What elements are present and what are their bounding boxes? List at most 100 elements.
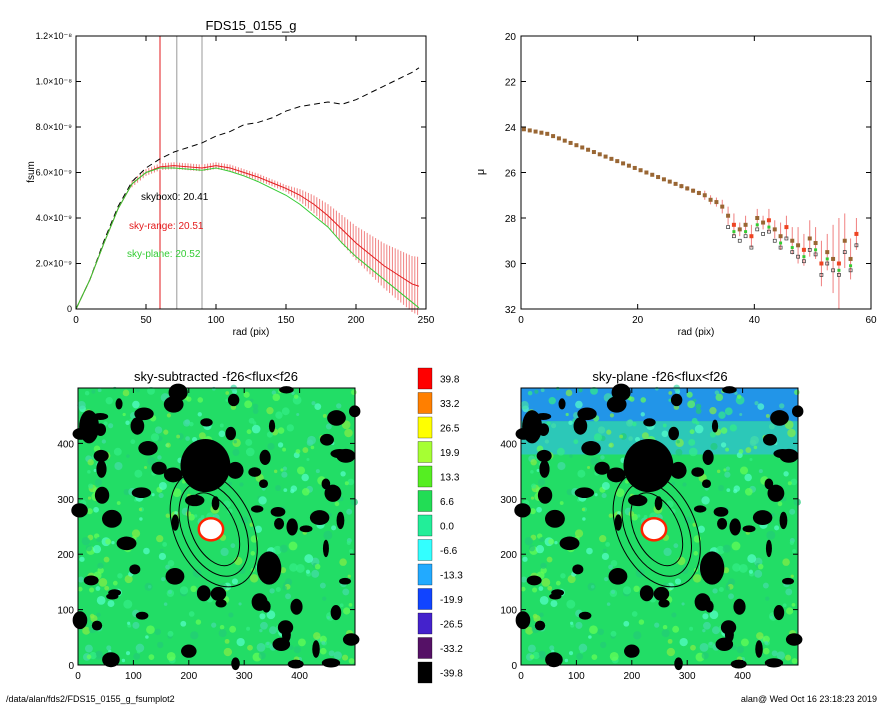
noise-mottle bbox=[615, 488, 625, 498]
noise-mottle bbox=[230, 543, 236, 549]
colorbar-label: -13.3 bbox=[440, 571, 463, 582]
mu-point-plane bbox=[802, 255, 806, 259]
noise-mottle bbox=[238, 602, 242, 606]
noise-mottle bbox=[351, 389, 357, 396]
noise-mottle bbox=[288, 645, 294, 650]
source-mask bbox=[290, 598, 303, 615]
y-tick-label: 28 bbox=[505, 214, 517, 225]
noise-mottle bbox=[295, 563, 305, 573]
mu-point-plane bbox=[744, 230, 748, 234]
noise-mottle bbox=[684, 516, 692, 524]
x-tick-label: 400 bbox=[291, 671, 308, 682]
source-mask bbox=[779, 448, 799, 463]
noise-mottle bbox=[168, 589, 173, 595]
noise-mottle bbox=[714, 390, 720, 395]
noise-mottle bbox=[573, 439, 579, 445]
mu-point-plane bbox=[790, 246, 794, 250]
noise-mottle bbox=[322, 413, 327, 418]
mu-point-alt bbox=[825, 261, 830, 266]
noise-mottle bbox=[575, 400, 583, 409]
noise-mottle bbox=[260, 621, 268, 630]
noise-mottle bbox=[695, 421, 700, 425]
noise-mottle bbox=[529, 654, 535, 660]
noise-mottle bbox=[344, 428, 353, 438]
noise-mottle bbox=[125, 651, 131, 656]
noise-mottle bbox=[224, 638, 230, 644]
noise-mottle bbox=[306, 457, 310, 462]
noise-mottle bbox=[550, 600, 558, 608]
source-mask bbox=[705, 600, 714, 613]
noise-mottle bbox=[610, 560, 618, 567]
sky-plane-frame bbox=[520, 387, 799, 666]
y-tick-label: 4.0×10⁻⁹ bbox=[36, 213, 73, 223]
noise-mottle bbox=[600, 455, 605, 460]
noise-mottle bbox=[111, 540, 115, 545]
source-mask bbox=[299, 525, 313, 533]
noise-mottle bbox=[105, 538, 112, 545]
noise-mottle bbox=[87, 483, 94, 489]
colorbar-label: 33.2 bbox=[440, 399, 460, 410]
source-mask bbox=[274, 517, 285, 530]
noise-mottle bbox=[249, 522, 254, 527]
y-tick-label: 1.0×10⁻⁸ bbox=[36, 77, 73, 87]
noise-mottle bbox=[321, 640, 326, 645]
mu-point-alt bbox=[778, 245, 783, 250]
mu-point bbox=[831, 256, 836, 261]
skybox-annotation: skybox0: 20.41 bbox=[141, 192, 209, 203]
noise-mottle bbox=[282, 466, 288, 471]
mu-point-alt bbox=[837, 273, 841, 277]
noise-mottle bbox=[326, 616, 330, 620]
noise-mottle bbox=[349, 549, 354, 554]
source-mask bbox=[643, 418, 656, 427]
source-mask bbox=[210, 586, 227, 601]
x-tick-label: 0 bbox=[518, 315, 524, 326]
source-mask bbox=[729, 518, 741, 536]
source-mask bbox=[515, 611, 531, 630]
noise-mottle bbox=[617, 511, 621, 515]
noise-mottle bbox=[568, 651, 574, 656]
noise-mottle bbox=[96, 612, 101, 617]
noise-mottle bbox=[252, 421, 257, 425]
noise-mottle bbox=[633, 585, 640, 593]
total-series-line bbox=[75, 67, 420, 310]
noise-mottle bbox=[539, 537, 545, 543]
source-mask bbox=[262, 600, 271, 613]
noise-mottle bbox=[551, 649, 555, 654]
noise-mottle bbox=[589, 625, 598, 635]
colorbar-label: 0.0 bbox=[440, 522, 454, 533]
noise-mottle bbox=[166, 413, 172, 418]
noise-mottle bbox=[673, 543, 679, 549]
noise-mottle bbox=[720, 442, 727, 448]
noise-mottle bbox=[156, 534, 164, 543]
noise-mottle bbox=[244, 400, 253, 409]
noise-mottle bbox=[790, 478, 798, 486]
noise-mottle bbox=[77, 576, 84, 583]
noise-mottle bbox=[84, 644, 93, 653]
mu-point bbox=[772, 227, 777, 232]
noise-mottle bbox=[283, 488, 288, 493]
noise-mottle bbox=[346, 540, 352, 545]
noise-mottle bbox=[632, 421, 637, 427]
y-tick-label: 22 bbox=[505, 78, 517, 89]
noise-mottle bbox=[695, 408, 702, 415]
noise-mottle bbox=[631, 611, 638, 617]
noise-mottle bbox=[663, 547, 672, 557]
noise-mottle bbox=[319, 582, 326, 589]
noise-mottle bbox=[724, 407, 733, 416]
noise-mottle bbox=[692, 522, 697, 527]
mu-point bbox=[586, 147, 591, 152]
x-tick-label: 20 bbox=[632, 315, 644, 326]
source-mask bbox=[573, 417, 588, 435]
noise-mottle bbox=[738, 563, 748, 573]
noise-mottle bbox=[333, 651, 342, 660]
noise-mottle bbox=[241, 516, 249, 524]
noise-mottle bbox=[347, 478, 355, 486]
source-mask bbox=[514, 503, 531, 518]
mu-point bbox=[708, 197, 713, 202]
noise-mottle bbox=[211, 622, 217, 628]
fsum-profile-plot: FDS15_0155_g 0 50 100 150 200 250 0 2.0×10⁻⁹ 4.0… bbox=[26, 18, 435, 338]
source-mask bbox=[259, 479, 269, 489]
mu-point bbox=[737, 227, 742, 232]
noise-mottle bbox=[756, 632, 764, 640]
noise-mottle bbox=[791, 658, 798, 664]
